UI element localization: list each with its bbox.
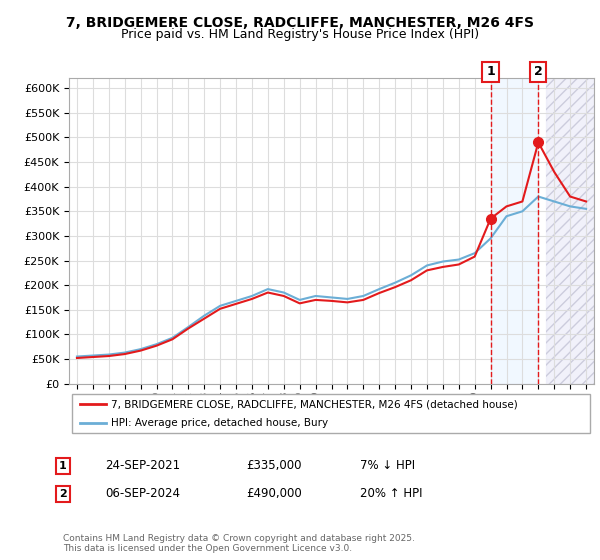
Text: Contains HM Land Registry data © Crown copyright and database right 2025.
This d: Contains HM Land Registry data © Crown c…: [63, 534, 415, 553]
Text: 2: 2: [534, 66, 542, 78]
Text: HPI: Average price, detached house, Bury: HPI: Average price, detached house, Bury: [111, 418, 328, 428]
Text: 7, BRIDGEMERE CLOSE, RADCLIFFE, MANCHESTER, M26 4FS (detached house): 7, BRIDGEMERE CLOSE, RADCLIFFE, MANCHEST…: [111, 399, 518, 409]
Text: 24-SEP-2021: 24-SEP-2021: [105, 459, 180, 473]
Text: 20% ↑ HPI: 20% ↑ HPI: [360, 487, 422, 501]
Text: 1: 1: [59, 461, 67, 471]
Text: 2: 2: [59, 489, 67, 499]
Text: £490,000: £490,000: [246, 487, 302, 501]
Text: 7% ↓ HPI: 7% ↓ HPI: [360, 459, 415, 473]
Text: 1: 1: [486, 66, 495, 78]
Bar: [546, 78, 594, 384]
Text: Price paid vs. HM Land Registry's House Price Index (HPI): Price paid vs. HM Land Registry's House …: [121, 28, 479, 41]
FancyBboxPatch shape: [71, 394, 590, 433]
Text: 7, BRIDGEMERE CLOSE, RADCLIFFE, MANCHESTER, M26 4FS: 7, BRIDGEMERE CLOSE, RADCLIFFE, MANCHEST…: [66, 16, 534, 30]
Text: 06-SEP-2024: 06-SEP-2024: [105, 487, 180, 501]
Bar: [546, 78, 594, 384]
Text: £335,000: £335,000: [246, 459, 302, 473]
Bar: [491, 78, 538, 384]
